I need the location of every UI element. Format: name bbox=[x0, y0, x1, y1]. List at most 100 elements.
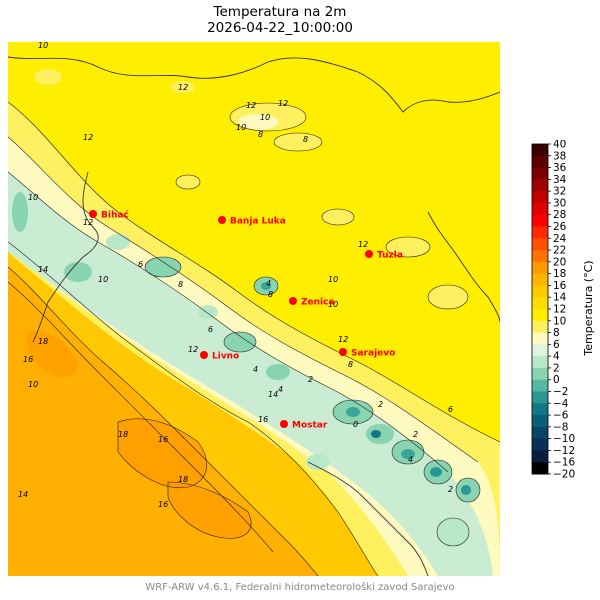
colorbar-blocks bbox=[531, 143, 549, 475]
city-marker: Banja Luka bbox=[218, 216, 286, 227]
city-markers: Bihać Banja Luka Tuzla Zenica Sarajevo Livno M… bbox=[89, 210, 403, 431]
contour-label: 16 bbox=[258, 415, 268, 424]
contour-label: 16 bbox=[158, 435, 168, 444]
city-marker: Sarajevo bbox=[339, 348, 395, 359]
colorbar: 4038363432302826242220181614121086420−2−… bbox=[531, 140, 595, 480]
contour-label: 12 bbox=[83, 218, 93, 227]
contour-label: 8 bbox=[303, 135, 308, 144]
contour-label: 14 bbox=[18, 490, 28, 499]
footer-credit: WRF-ARW v4.6.1, Federalni hidrometeorolo… bbox=[145, 582, 455, 593]
contour-label: 14 bbox=[38, 265, 48, 274]
sea-hot-patch-2 bbox=[168, 482, 252, 539]
contour-label: 10 bbox=[28, 193, 38, 202]
city-label: Bihać bbox=[101, 210, 129, 221]
city-label: Livno bbox=[212, 352, 239, 362]
contour-label: 4 bbox=[408, 455, 413, 464]
colorbar-tick-label: 38 bbox=[553, 150, 566, 162]
colorbar-block bbox=[532, 438, 548, 451]
colorbar-ticks: 4038363432302826242220181614121086420−2−… bbox=[548, 140, 575, 480]
colorbar-block bbox=[532, 450, 548, 463]
colorbar-tick-label: −10 bbox=[553, 433, 575, 445]
colorbar-block bbox=[532, 403, 548, 416]
contour-label: 8 bbox=[178, 280, 183, 289]
contour-label: 2 bbox=[378, 400, 383, 409]
colorbar-tick-label: −4 bbox=[553, 398, 569, 410]
city-dot bbox=[280, 420, 288, 428]
city-label: Banja Luka bbox=[230, 217, 286, 227]
contour-label: 12 bbox=[338, 335, 348, 344]
colorbar-block bbox=[532, 297, 548, 310]
contour-labels: 10 12 12 10 12 10 8 12 8 10 14 18 16 18 16 14 16 18 12 8 10 6… bbox=[18, 42, 453, 509]
contour-label: 10 bbox=[328, 300, 338, 309]
colorbar-block bbox=[532, 214, 548, 227]
colorbar-block bbox=[532, 285, 548, 298]
colorbar-tick-label: 0 bbox=[553, 374, 560, 386]
contour-label: 16 bbox=[158, 500, 168, 509]
temperature-map: 10 12 12 10 12 10 8 12 8 10 14 18 16 18 16 14 16 18 12 8 10 6… bbox=[8, 42, 500, 576]
contour-label: 2 bbox=[413, 430, 418, 439]
contour-label: 2 bbox=[308, 375, 313, 384]
colorbar-tick-label: 10 bbox=[553, 315, 566, 327]
contour-label: 10 bbox=[98, 275, 108, 284]
contour-label: 10 bbox=[236, 123, 246, 132]
colorbar-block bbox=[532, 144, 548, 157]
colorbar-tick-label: −12 bbox=[553, 445, 575, 457]
contour-label: 6 bbox=[448, 405, 453, 414]
north-cool-islands bbox=[34, 69, 468, 309]
city-marker: Bihać bbox=[89, 210, 129, 221]
contour-label: 8 bbox=[268, 290, 273, 299]
map-subtitle: 2026-04-22_10:00:00 bbox=[207, 20, 353, 36]
contour-label: 14 bbox=[268, 390, 278, 399]
city-label: Zenica bbox=[301, 298, 335, 308]
contour-label: 0 bbox=[353, 420, 358, 429]
colorbar-block bbox=[532, 415, 548, 428]
colorbar-tick-label: −8 bbox=[553, 421, 568, 433]
cold-cores bbox=[12, 192, 480, 546]
city-dot bbox=[289, 297, 297, 305]
contour-label: 12 bbox=[358, 240, 368, 249]
colorbar-block bbox=[532, 261, 548, 275]
colorbar-tick-label: 18 bbox=[553, 268, 566, 280]
colorbar-tick-label: 26 bbox=[553, 221, 567, 233]
sea-hot-patch-3 bbox=[26, 331, 79, 378]
contour-label: 12 bbox=[246, 101, 256, 110]
contour-label: 16 bbox=[23, 355, 33, 364]
colorbar-tick-label: 2 bbox=[553, 362, 560, 374]
contour-label: 6 bbox=[138, 260, 143, 269]
colorbar-block bbox=[532, 179, 548, 192]
colorbar-block bbox=[532, 238, 548, 251]
colorbar-tick-label: 4 bbox=[553, 351, 560, 363]
city-dot bbox=[89, 210, 97, 218]
colorbar-block bbox=[532, 391, 548, 404]
colorbar-label: Temperatura (°C) bbox=[582, 260, 595, 356]
colorbar-block bbox=[532, 379, 548, 392]
sea-warm-zone bbox=[8, 267, 318, 576]
city-marker: Mostar bbox=[280, 420, 328, 431]
colorbar-tick-label: 30 bbox=[553, 197, 566, 209]
colorbar-tick-label: 6 bbox=[553, 339, 560, 351]
contour-label: 10 bbox=[38, 42, 48, 50]
colorbar-block bbox=[532, 309, 548, 322]
city-marker: Livno bbox=[200, 351, 239, 362]
city-dot bbox=[218, 216, 226, 224]
colorbar-block bbox=[532, 202, 548, 216]
colorbar-tick-label: −6 bbox=[553, 410, 569, 422]
colorbar-block bbox=[532, 155, 548, 169]
colorbar-tick-label: −2 bbox=[553, 386, 568, 398]
city-marker: Zenica bbox=[289, 297, 335, 308]
contour-label: 6 bbox=[208, 325, 213, 334]
colorbar-tick-label: 22 bbox=[553, 245, 566, 257]
city-label: Mostar bbox=[292, 421, 328, 431]
colorbar-block bbox=[532, 332, 548, 345]
contour-label: 2 bbox=[448, 485, 453, 494]
colorbar-tick-label: 32 bbox=[553, 186, 566, 198]
colorbar-tick-label: 14 bbox=[553, 292, 567, 304]
colorbar-block bbox=[532, 273, 548, 286]
colorbar-tick-label: −16 bbox=[553, 457, 575, 469]
contour-label: 12 bbox=[278, 99, 288, 108]
mountain-cold-belt bbox=[8, 172, 493, 576]
contour-label: 8 bbox=[348, 360, 353, 369]
map-title: Temperatura na 2m bbox=[213, 4, 347, 20]
contour-label: 4 bbox=[253, 365, 258, 374]
colorbar-block bbox=[532, 356, 548, 369]
